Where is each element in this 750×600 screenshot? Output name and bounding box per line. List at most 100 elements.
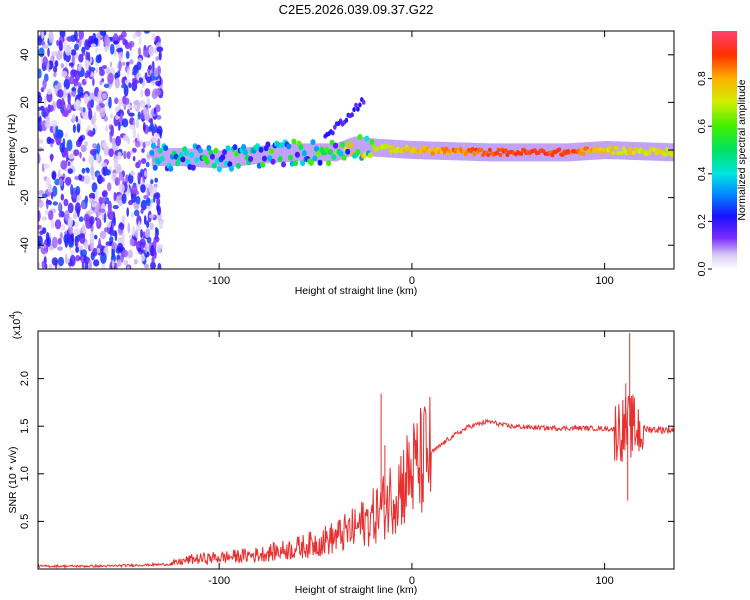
heatmap-noise-blob: [140, 208, 144, 214]
heatmap-noise-blob: [71, 114, 76, 124]
heatmap-noise-blob: [127, 249, 133, 259]
heatmap-ridge-blob: [487, 147, 492, 153]
heatmap-noise-blob: [137, 247, 142, 252]
heatmap-noise-blob: [63, 78, 70, 90]
heatmap-noise-blob: [68, 153, 75, 160]
heatmap-ridge-halo: [223, 150, 227, 168]
heatmap-noise-blob: [141, 148, 145, 153]
heatmap-ridge-blob: [614, 146, 619, 151]
heatmap-ridge-halo: [341, 141, 345, 159]
heatmap-ridge-halo: [584, 142, 588, 161]
heatmap-noise-blob: [95, 189, 99, 202]
heatmap-noise-blob: [38, 95, 43, 104]
spectrogram-y-ticks: -40 -20 0 20 40: [19, 49, 674, 253]
heatmap-ridge-halo: [262, 145, 266, 164]
heatmap-noise-blob: [81, 167, 86, 174]
heatmap-ridge-blob: [647, 150, 652, 156]
heatmap-noise-blob: [113, 50, 117, 57]
snr-series-line: [38, 332, 674, 569]
snr-x-tick-label: 100: [595, 575, 613, 587]
heatmap-ridge-halo: [611, 141, 615, 160]
heatmap-ridge-blob: [345, 148, 351, 155]
heatmap-streak-blob: [344, 117, 349, 123]
heatmap-noise-blob: [143, 195, 149, 200]
heatmap-ridge-blob: [579, 147, 584, 152]
heatmap-ridge-halo: [521, 143, 525, 162]
heatmap-noise-blob: [146, 98, 150, 105]
heatmap-noise-blob: [85, 51, 89, 62]
heatmap-noise-blob: [64, 132, 68, 138]
heatmap-noise-blob: [125, 50, 130, 60]
heatmap-ridge-blob: [242, 149, 248, 156]
heatmap-noise-blob: [77, 64, 82, 72]
heatmap-noise-blob: [56, 98, 63, 110]
heatmap-noise-blob: [38, 36, 42, 46]
heatmap-noise-blob: [65, 147, 69, 160]
heatmap-ridge-blob: [281, 161, 286, 168]
heatmap-noise-blob: [54, 60, 59, 68]
heatmap-ridge-blob: [595, 146, 600, 151]
heatmap-noise-blob: [113, 97, 119, 104]
heatmap-ridge-blob: [578, 151, 583, 156]
heatmap-noise-blob: [52, 123, 56, 134]
heatmap-ridge-blob: [498, 152, 503, 158]
heatmap-noise-blob: [80, 144, 87, 153]
heatmap-noise-blob: [99, 31, 107, 37]
heatmap-noise-blob: [50, 138, 55, 144]
heatmap-noise-blob: [132, 33, 137, 40]
heatmap-ridge-blob: [308, 159, 314, 166]
heatmap-noise-blob: [136, 133, 140, 142]
heatmap-ridge-halo: [498, 143, 502, 162]
heatmap-noise-blob: [129, 170, 135, 176]
heatmap-ridge-blob: [619, 150, 624, 156]
heatmap-noise-blob: [87, 130, 93, 137]
heatmap-ridge-halo: [274, 144, 278, 163]
heatmap-noise-blob: [118, 34, 124, 41]
heatmap-noise-blob: [45, 199, 52, 205]
heatmap-ridge-blob: [312, 155, 318, 162]
heatmap-noise-blob: [96, 104, 101, 112]
heatmap-ridge-blob: [387, 144, 392, 149]
heatmap-noise-blob: [143, 263, 150, 269]
heatmap-noise-blob: [60, 193, 64, 201]
heatmap-ridge-blob: [310, 139, 316, 146]
heatmap-noise-blob: [57, 89, 64, 98]
heatmap-noise-blob: [149, 222, 154, 231]
heatmap-noise-blob: [77, 86, 84, 98]
heatmap-noise-blob: [159, 220, 163, 230]
heatmap-ridge-blob: [317, 159, 323, 166]
heatmap-ridge-blob: [213, 147, 219, 154]
heatmap-ridge-blob: [220, 154, 226, 161]
heatmap-noise-blob: [83, 256, 91, 264]
heatmap-ridge-blob: [229, 165, 234, 172]
heatmap-noise-blob: [123, 104, 127, 110]
heatmap-noise-blob: [145, 228, 150, 238]
heatmap-ridge-blob: [194, 157, 200, 164]
heatmap-noise-blob: [111, 259, 115, 269]
heatmap-noise-blob: [73, 228, 81, 236]
heatmap-ridge-halo: [237, 148, 241, 167]
heatmap-ridge-halo: [364, 137, 368, 156]
heatmap-ridge-halo: [581, 142, 585, 161]
heatmap-noise-blob: [57, 256, 65, 267]
heatmap-ridge-halo: [332, 143, 336, 162]
heatmap-noise-blob: [126, 207, 129, 217]
heatmap-ridge-blob: [178, 151, 184, 158]
heatmap-noise-blob: [72, 124, 76, 133]
heatmap-noise-blob: [103, 212, 107, 223]
heatmap-noise-blob: [93, 259, 100, 267]
heatmap-noise-blob: [145, 161, 150, 168]
spectrogram-x-label: Height of straight line (km): [295, 285, 418, 297]
heatmap-noise-blob: [133, 258, 138, 265]
heatmap-noise-blob: [154, 184, 158, 194]
heatmap-noise-blob: [58, 211, 63, 218]
heatmap-ridge-blob: [235, 162, 241, 169]
heatmap-noise-blob: [140, 158, 147, 164]
heatmap-noise-blob: [78, 245, 84, 251]
heatmap-noise-blob: [48, 104, 54, 112]
heatmap-ridge-blob: [197, 147, 203, 154]
colorbar-tick-label: 0.6: [696, 119, 708, 134]
heatmap-noise-blob: [83, 213, 90, 223]
heatmap-ridge-blob: [611, 150, 616, 156]
